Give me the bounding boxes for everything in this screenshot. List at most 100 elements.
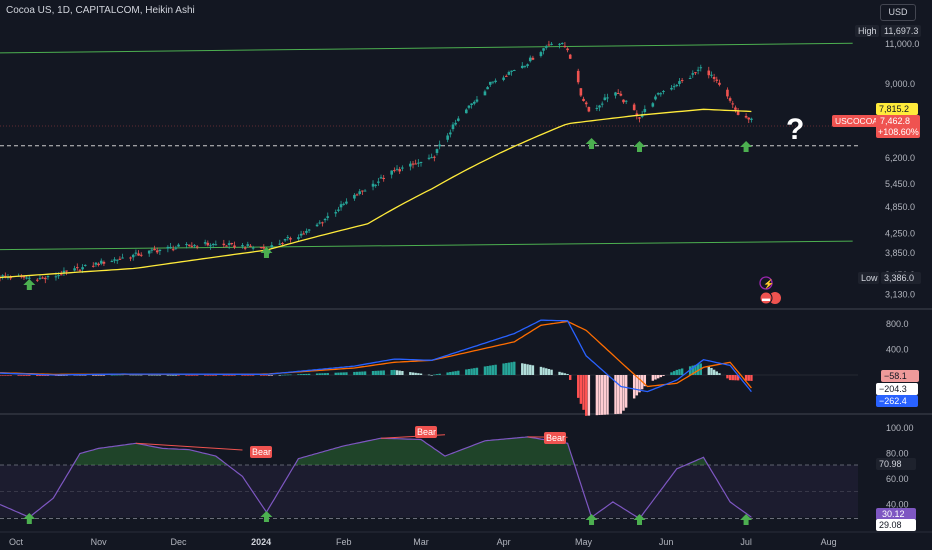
- macd-histogram-bar: [1, 375, 4, 376]
- bear-label: Bear: [546, 433, 565, 443]
- candle-body: [43, 277, 47, 280]
- candle-body: [283, 239, 287, 241]
- rsi-upper-value-bg: [876, 458, 916, 470]
- macd-histogram-bar: [672, 371, 676, 375]
- candle-body: [502, 77, 505, 80]
- candle-body: [411, 163, 415, 165]
- macd-histogram-bar: [177, 375, 180, 376]
- candle-body: [62, 270, 66, 274]
- candle-body: [622, 99, 625, 103]
- macd-histogram-bar: [25, 375, 28, 376]
- candle-body: [323, 218, 327, 221]
- candle-body: [94, 262, 98, 265]
- rsi-lower-value: 29.08: [879, 520, 902, 530]
- rsi-buy-arrow: [260, 511, 273, 522]
- candle-body: [430, 157, 433, 159]
- macd-histogram-bar: [507, 362, 511, 375]
- candle-body: [488, 81, 492, 85]
- macd-histogram-bar: [467, 369, 471, 375]
- candle-body: [542, 48, 545, 51]
- macd-histogram-bar: [614, 375, 617, 415]
- time-tick-label: Oct: [9, 537, 24, 547]
- macd-histogram-bar: [158, 374, 162, 376]
- candle-body: [54, 276, 58, 278]
- macd-histogram-bar: [297, 374, 300, 375]
- candle-body: [57, 275, 60, 277]
- time-tick-label: Mar: [413, 537, 429, 547]
- candle-body: [158, 249, 162, 252]
- currency-button[interactable]: USD: [880, 4, 916, 21]
- time-tick-label: Feb: [336, 537, 352, 547]
- rsi-buy-arrow: [740, 514, 753, 525]
- macd-histogram-bar: [353, 371, 356, 375]
- macd-histogram-bar: [110, 374, 114, 376]
- macd-histogram-bar: [489, 365, 492, 375]
- candle-body: [129, 257, 132, 259]
- channel-lower-line: [0, 240, 853, 251]
- candle-body: [747, 117, 751, 120]
- candle-body: [457, 118, 460, 121]
- candle-body: [651, 103, 655, 107]
- candle-body: [491, 81, 495, 83]
- candle-body: [110, 261, 114, 263]
- candle-body: [712, 77, 716, 79]
- macd-histogram-bar: [363, 371, 367, 375]
- rsi-buy-arrow: [633, 514, 646, 525]
- rsi-value-bg: [876, 508, 916, 520]
- candle-body: [744, 115, 748, 118]
- candle-body: [155, 250, 159, 253]
- candle-body: [83, 264, 87, 266]
- candle-body: [696, 69, 700, 71]
- candle-body: [113, 259, 116, 261]
- macd-histogram-bar: [619, 375, 623, 414]
- candle-body: [435, 149, 439, 153]
- candle-body: [417, 162, 420, 164]
- macd-histogram-bar: [289, 374, 292, 376]
- candle-body: [715, 79, 719, 81]
- candle-body: [374, 184, 378, 186]
- macd-histogram-bar: [283, 374, 287, 376]
- macd-histogram-bar: [195, 375, 199, 376]
- macd-histogram-bar: [728, 375, 732, 381]
- candle-body: [371, 183, 375, 187]
- candle-body: [147, 250, 151, 254]
- candle-body: [710, 74, 713, 76]
- macd-histogram-bar: [558, 371, 561, 375]
- macd-histogram-bar: [342, 372, 345, 375]
- macd-histogram-bar: [465, 369, 468, 375]
- macd-histogram-bar: [622, 375, 625, 411]
- macd-histogram-bar: [569, 375, 572, 380]
- candle-body: [563, 45, 567, 48]
- candle-body: [185, 244, 188, 246]
- macd-histogram-bar: [430, 375, 433, 376]
- macd-histogram-bar: [585, 375, 588, 416]
- macd-histogram-bar: [265, 375, 268, 376]
- macd-tick-label: 800.0: [886, 319, 909, 329]
- candle-body: [566, 48, 569, 51]
- buy-signal-arrow: [633, 141, 646, 152]
- channel-upper-line: [0, 42, 853, 54]
- candle-body: [171, 249, 175, 251]
- time-tick-label: Nov: [91, 537, 108, 547]
- candle-body: [281, 243, 284, 245]
- candle-body: [691, 73, 695, 75]
- macd-histogram-bar: [222, 375, 226, 376]
- macd-histogram-bar: [638, 375, 641, 393]
- macd-histogram-bar: [44, 375, 47, 376]
- candle-body: [670, 87, 673, 90]
- candle-body: [25, 277, 28, 279]
- macd-histogram-bar: [435, 374, 439, 375]
- candle-body: [382, 177, 386, 180]
- macd-histogram-bar: [401, 370, 404, 375]
- rsi-band-fill: [0, 465, 858, 518]
- candle-body: [401, 167, 404, 169]
- macd-histogram-bar: [355, 371, 359, 375]
- candle-body: [345, 201, 348, 204]
- candle-body: [467, 105, 471, 108]
- candle-body: [688, 78, 692, 80]
- candle-body: [614, 92, 617, 96]
- candle-body: [249, 245, 252, 247]
- candle-body: [662, 91, 665, 93]
- macd-histogram-bar: [246, 375, 250, 376]
